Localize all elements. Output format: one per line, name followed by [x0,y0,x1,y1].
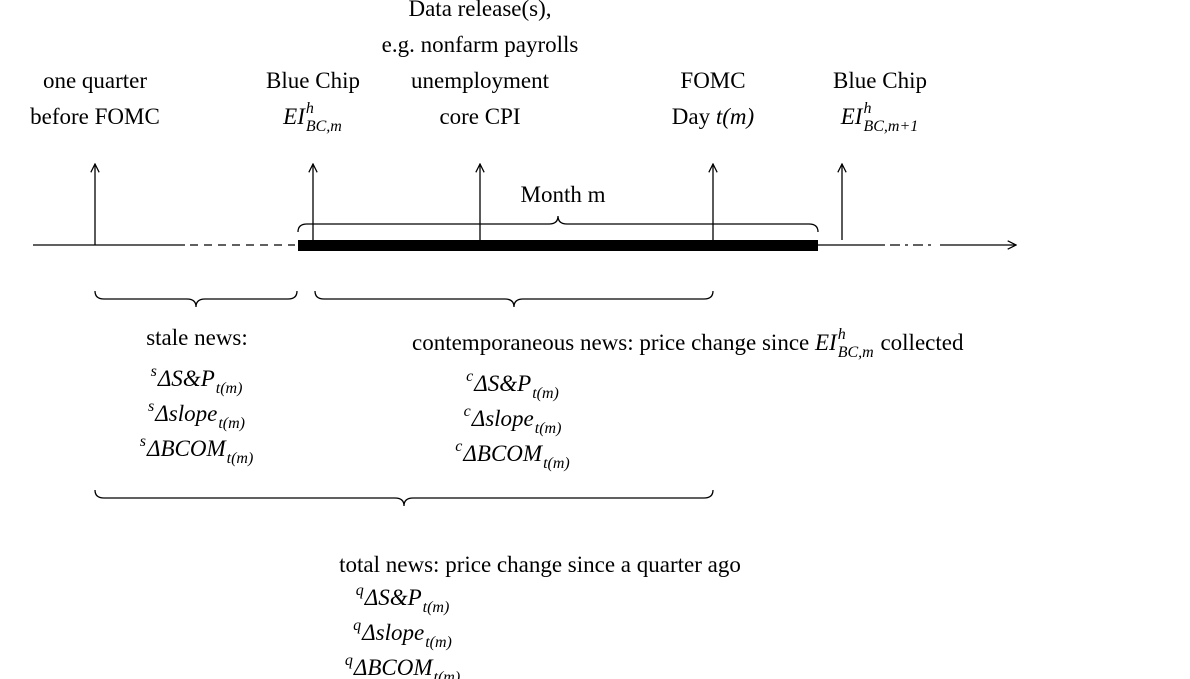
label: core CPI [439,104,520,129]
timeline [33,164,1016,251]
math-prescript: q [356,582,364,599]
math-base: ΔBCOM [353,655,434,679]
text-row: c ΔS&P t(m) [466,368,559,402]
math-base: Δslope [471,406,534,431]
math-subscript: BC,m+1 [863,118,918,135]
text-row: total news: price change since a quarter… [339,552,741,577]
label: collected [875,330,964,355]
brace [94,489,714,507]
math-subscript: t(m) [216,380,243,397]
math-subscript: t(m) [543,455,570,472]
math-base: ΔBCOM [462,441,543,466]
math-base: Δslope [154,401,217,426]
math-subscript: t(m) [535,420,562,437]
text-row: q ΔBCOM t(m) [345,652,460,679]
text-row: q ΔS&P t(m) [356,582,450,616]
label: stale news: [146,325,248,350]
math-base: Δslope [361,620,424,645]
text-row: s ΔBCOM t(m) [140,433,254,467]
math-subscript: BC,m [306,118,342,135]
label: Blue Chip [266,68,360,93]
math-subscript: t(m) [425,634,452,651]
text-row: EI hBC,m+1 [840,100,919,135]
label: Blue Chip [833,68,927,93]
math-base: EI [814,330,838,355]
math-subscript: t(m) [423,599,450,616]
text-row: EI hBC,m [282,100,342,135]
label: total news: price change since a quarter… [339,552,741,577]
label: Data release(s), [408,0,551,21]
label: FOMC [680,68,745,93]
text-row: one quarter [43,68,147,93]
text-row: Month m [521,182,606,207]
math-base: ΔBCOM [146,436,227,461]
text-row: core CPI [439,104,520,129]
math-base: ΔS&P [157,366,215,391]
label: one quarter [43,68,147,93]
label: contemporaneous news: price change since [412,330,815,355]
math-base: ΔS&P [364,585,422,610]
math-prescript: q [345,652,353,669]
text-row: unemployment [411,68,550,93]
brace [314,290,714,308]
math-subscript: t(m) [218,415,245,432]
text-row: contemporaneous news: price change since… [412,326,964,361]
text-row: Day t(m) [672,104,754,129]
text-row: s Δslope t(m) [148,398,245,432]
math-prescript: q [353,617,361,634]
label: unemployment [411,68,550,93]
math-superscript: h [306,100,314,117]
math-prescript: c [464,403,471,420]
text-row: c ΔBCOM t(m) [455,438,569,472]
math-prescript: c [455,438,462,455]
math-subscript: t(m) [434,669,461,679]
math-subscript: t(m) [227,450,254,467]
math-base: ΔS&P [473,371,531,396]
label: Day [672,104,716,129]
text-row: s ΔS&P t(m) [151,363,243,397]
math-subscript: BC,m [838,344,874,361]
math-base: EI [282,104,306,129]
text-row: e.g. nonfarm payrolls [382,32,579,57]
math-term: t(m) [716,104,754,129]
text-row: c Δslope t(m) [464,403,562,437]
math-superscript: h [838,326,846,343]
math-prescript: s [140,433,146,450]
text-row: Data release(s), [408,0,551,21]
label: e.g. nonfarm payrolls [382,32,579,57]
label: Month m [521,182,606,207]
math-prescript: s [151,363,157,380]
label: before FOMC [30,104,160,129]
math-prescript: c [466,368,473,385]
math-prescript: s [148,398,154,415]
math-base: EI [840,104,864,129]
brace [94,290,298,308]
text-row: q Δslope t(m) [353,617,452,651]
text-row: stale news: [146,325,248,350]
text-row: before FOMC [30,104,160,129]
math-superscript: h [863,100,871,117]
text-row: Blue Chip [266,68,360,93]
month-bar [298,240,818,251]
text-row: Blue Chip [833,68,927,93]
text-row: FOMC [680,68,745,93]
brace [297,215,819,233]
math-subscript: t(m) [532,385,559,402]
